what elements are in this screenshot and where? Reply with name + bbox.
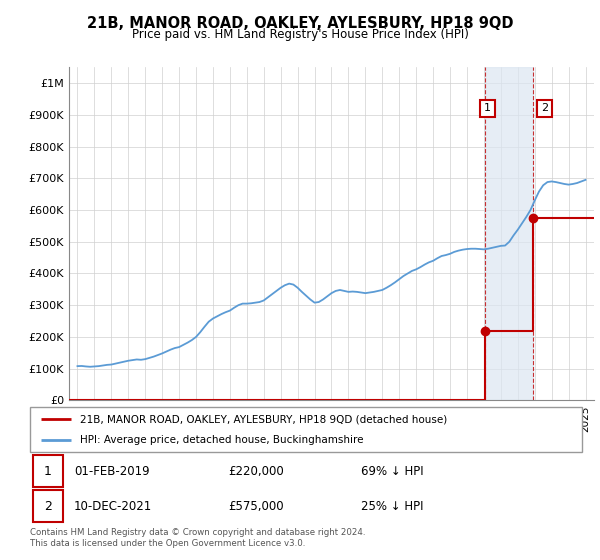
Text: HPI: Average price, detached house, Buckinghamshire: HPI: Average price, detached house, Buck… bbox=[80, 435, 363, 445]
Text: 01-FEB-2019: 01-FEB-2019 bbox=[74, 465, 150, 478]
Text: 2: 2 bbox=[541, 104, 548, 114]
Text: 1: 1 bbox=[44, 465, 52, 478]
Text: 25% ↓ HPI: 25% ↓ HPI bbox=[361, 500, 424, 512]
Text: Contains HM Land Registry data © Crown copyright and database right 2024.
This d: Contains HM Land Registry data © Crown c… bbox=[30, 528, 365, 548]
Text: £575,000: £575,000 bbox=[229, 500, 284, 512]
Bar bbox=[33, 491, 63, 522]
Text: £220,000: £220,000 bbox=[229, 465, 284, 478]
Text: 21B, MANOR ROAD, OAKLEY, AYLESBURY, HP18 9QD: 21B, MANOR ROAD, OAKLEY, AYLESBURY, HP18… bbox=[87, 16, 513, 31]
Text: 21B, MANOR ROAD, OAKLEY, AYLESBURY, HP18 9QD (detached house): 21B, MANOR ROAD, OAKLEY, AYLESBURY, HP18… bbox=[80, 414, 447, 424]
Bar bbox=[485, 67, 533, 400]
Text: 10-DEC-2021: 10-DEC-2021 bbox=[74, 500, 152, 512]
Bar bbox=[33, 455, 63, 487]
Text: Price paid vs. HM Land Registry's House Price Index (HPI): Price paid vs. HM Land Registry's House … bbox=[131, 28, 469, 41]
Text: 69% ↓ HPI: 69% ↓ HPI bbox=[361, 465, 424, 478]
Text: 1: 1 bbox=[484, 104, 491, 114]
Text: 2: 2 bbox=[44, 500, 52, 512]
